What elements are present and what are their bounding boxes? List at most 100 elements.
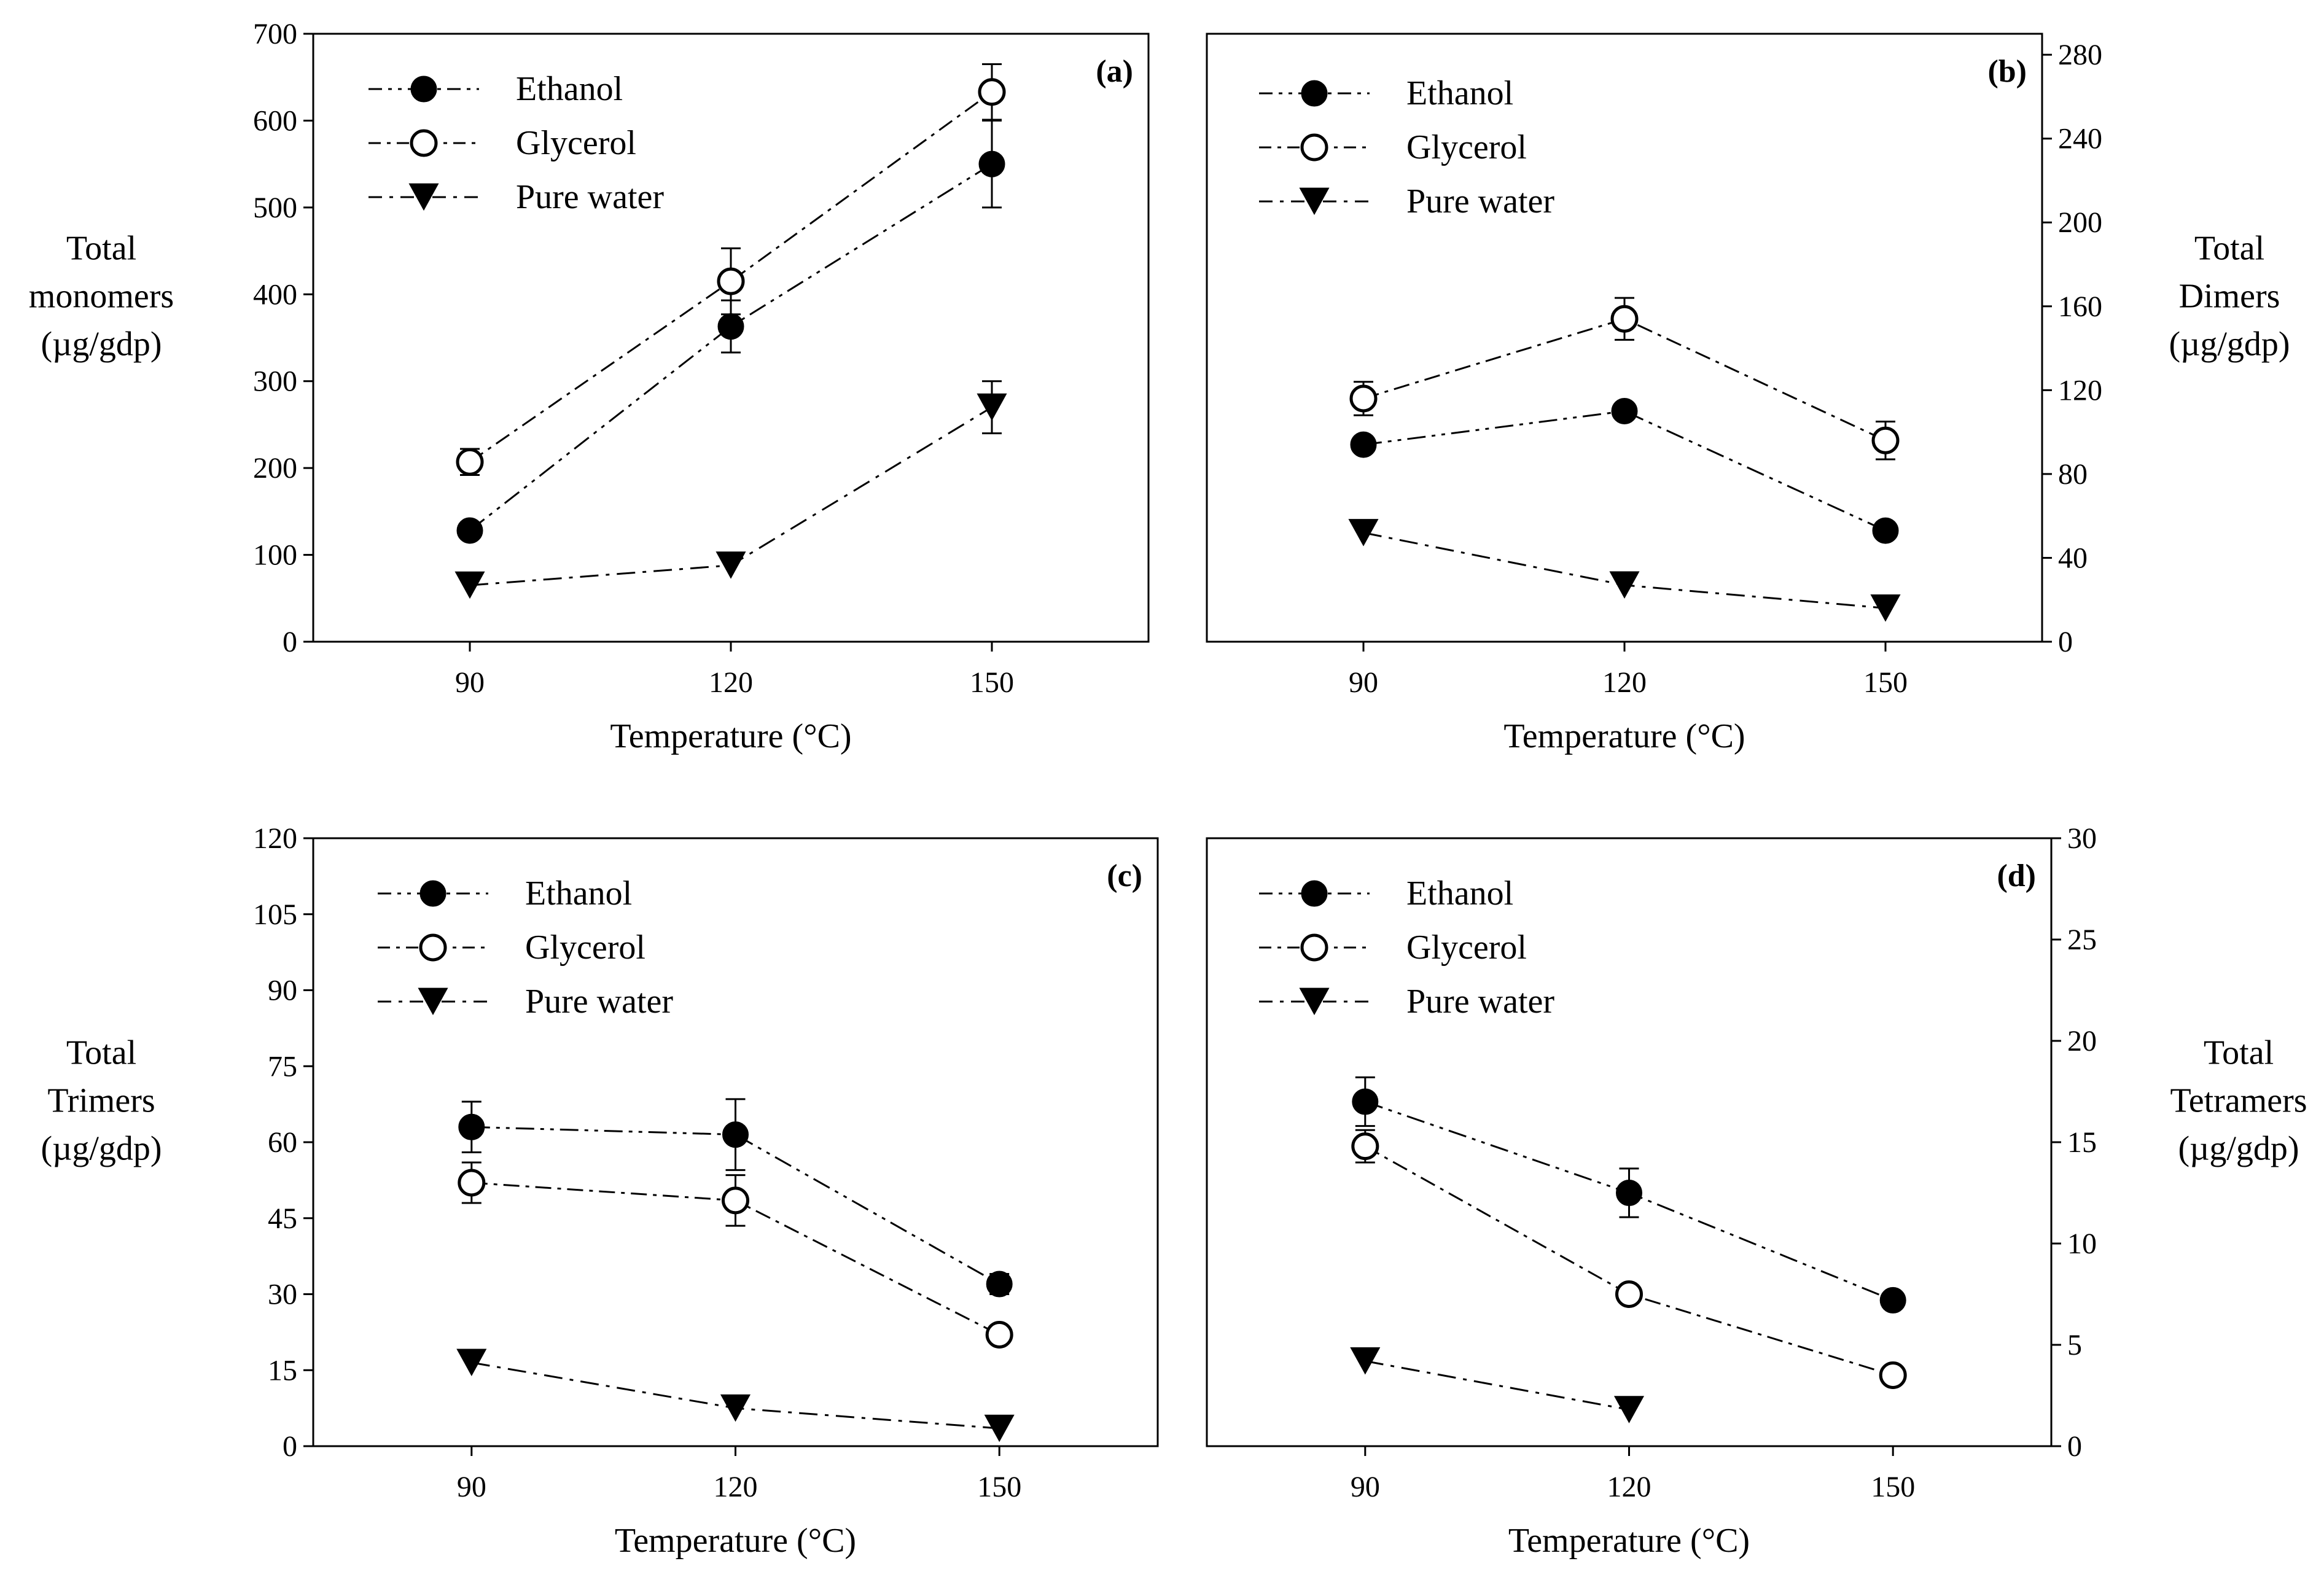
series-glycerol	[1351, 1129, 1907, 1389]
legend-entry: Glycerol	[1259, 128, 1527, 166]
legend-label: Pure water	[516, 178, 664, 216]
plot-frame-d	[1206, 837, 2053, 1447]
y-tick-label: 200	[253, 452, 297, 485]
y-axis-title-line: monomers	[29, 278, 174, 316]
y-axis-title-line: Trimers	[47, 1082, 155, 1120]
y-tick-label: 40	[2058, 542, 2088, 574]
x-tick-label: 90	[455, 666, 485, 699]
panel-label: (a)	[1096, 54, 1133, 89]
legend-label: Glycerol	[1406, 128, 1527, 166]
legend-entry: Ethanol	[1259, 874, 1513, 913]
data-point	[717, 313, 744, 340]
y-tick-label: 500	[253, 192, 297, 224]
legend-entry: Ethanol	[368, 70, 623, 108]
legend: Ethanol Glycerol Pure water	[1259, 874, 1554, 1021]
x-axis-title: Temperature (°C)	[1503, 717, 1745, 755]
series-pure-water	[1350, 1347, 1645, 1423]
y-axis-title-line: Total	[2204, 1034, 2274, 1072]
legend-label: Pure water	[1406, 983, 1554, 1021]
x-tick-label: 90	[1349, 666, 1378, 699]
data-point	[1348, 519, 1379, 547]
series-line	[469, 91, 992, 463]
y-tick-label: 240	[2058, 123, 2102, 155]
data-point	[1352, 1088, 1379, 1115]
y-tick-label: 700	[253, 18, 297, 50]
x-tick-label: 150	[1871, 1471, 1915, 1503]
legend-entry: Ethanol	[378, 874, 632, 913]
x-axis-title: Temperature (°C)	[615, 1522, 856, 1560]
y-tick-label: 280	[2058, 39, 2102, 71]
legend-marker	[1301, 880, 1328, 907]
legend-entry: Glycerol	[378, 928, 645, 967]
data-point	[722, 1121, 749, 1148]
legend-label: Pure water	[525, 983, 673, 1021]
legend-marker	[1301, 80, 1328, 107]
data-point	[1613, 1396, 1645, 1423]
x-tick-label: 90	[457, 1471, 486, 1503]
y-axis-title: Total monomers (µg/gdp)	[29, 230, 174, 364]
legend-entry: Pure water	[368, 178, 664, 216]
legend-label: Ethanol	[1406, 74, 1513, 112]
y-tick-label: 15	[268, 1354, 297, 1387]
legend-label: Glycerol	[525, 928, 645, 967]
data-point	[978, 150, 1005, 177]
legend-marker	[418, 987, 448, 1016]
data-point	[1615, 1280, 1643, 1308]
data-point	[1349, 384, 1378, 413]
legend-marker	[1299, 187, 1330, 216]
x-tick-label: 120	[1607, 1471, 1651, 1503]
panel-c: 0 15 30 45 60 75 90 105 120 90 120 150 Temperature (…	[41, 822, 1159, 1560]
legend-marker	[1300, 933, 1328, 962]
y-tick-label: 75	[268, 1050, 297, 1083]
data-point	[1351, 1132, 1379, 1161]
y-tick-label: 0	[2058, 626, 2073, 658]
legend-entry: Pure water	[378, 983, 673, 1021]
data-point	[1616, 1180, 1642, 1206]
panel-a: 0 100 200 300 400 500 600 700 90 120 150 Temperatur…	[29, 18, 1150, 755]
y-tick-label: 600	[253, 104, 297, 137]
data-point	[1872, 517, 1899, 544]
panel-label: (b)	[1987, 54, 2027, 89]
legend: Ethanol Glycerol Pure water	[1259, 74, 1554, 220]
legend-marker	[419, 933, 447, 962]
y-axis-title-line: (µg/gdp)	[2178, 1130, 2299, 1168]
y-tick-label: 80	[2058, 458, 2088, 491]
series-glycerol	[456, 63, 1006, 476]
panel-label: (d)	[1997, 858, 2036, 893]
data-point	[1879, 1361, 1907, 1389]
x-tick-label: 90	[1351, 1471, 1380, 1503]
legend: Ethanol Glycerol Pure water	[368, 70, 664, 216]
y-tick-label: 20	[2067, 1025, 2097, 1057]
series-pure-water	[454, 380, 1007, 599]
legend-label: Ethanol	[525, 874, 632, 913]
legend-label: Glycerol	[1406, 928, 1527, 967]
y-tick-label: 160	[2058, 290, 2102, 323]
data-point	[456, 448, 484, 476]
data-point	[977, 393, 1007, 421]
legend-entry: Glycerol	[368, 124, 636, 162]
legend-marker	[410, 129, 438, 157]
y-axis-title-line: Total	[2194, 230, 2264, 268]
legend-marker	[419, 880, 446, 907]
y-axis-title: Total Tetramers (µg/gdp)	[2170, 1034, 2307, 1168]
series-line	[1363, 410, 1886, 532]
y-tick-label: 300	[253, 365, 297, 398]
panel-b: 0 40 80 120 160 200 240 280 90 120 150 Temperature …	[1206, 33, 2290, 755]
data-point	[454, 571, 485, 599]
y-tick-label: 90	[268, 975, 297, 1007]
y-axis-title: Total Trimers (µg/gdp)	[41, 1034, 162, 1168]
x-tick-label: 150	[1863, 666, 1908, 699]
x-tick-label: 150	[977, 1471, 1021, 1503]
data-point	[717, 267, 745, 295]
data-point	[978, 78, 1006, 106]
series-ethanol	[458, 1098, 1013, 1298]
data-point	[1870, 594, 1901, 622]
x-tick-label: 120	[1602, 666, 1647, 699]
y-axis-title-line: Total	[66, 230, 136, 268]
series-line	[1365, 1360, 1629, 1411]
data-point	[986, 1271, 1013, 1298]
data-point	[1350, 1347, 1381, 1375]
y-tick-label: 0	[2067, 1430, 2082, 1463]
data-point	[456, 517, 483, 544]
series-ethanol	[456, 119, 1005, 544]
